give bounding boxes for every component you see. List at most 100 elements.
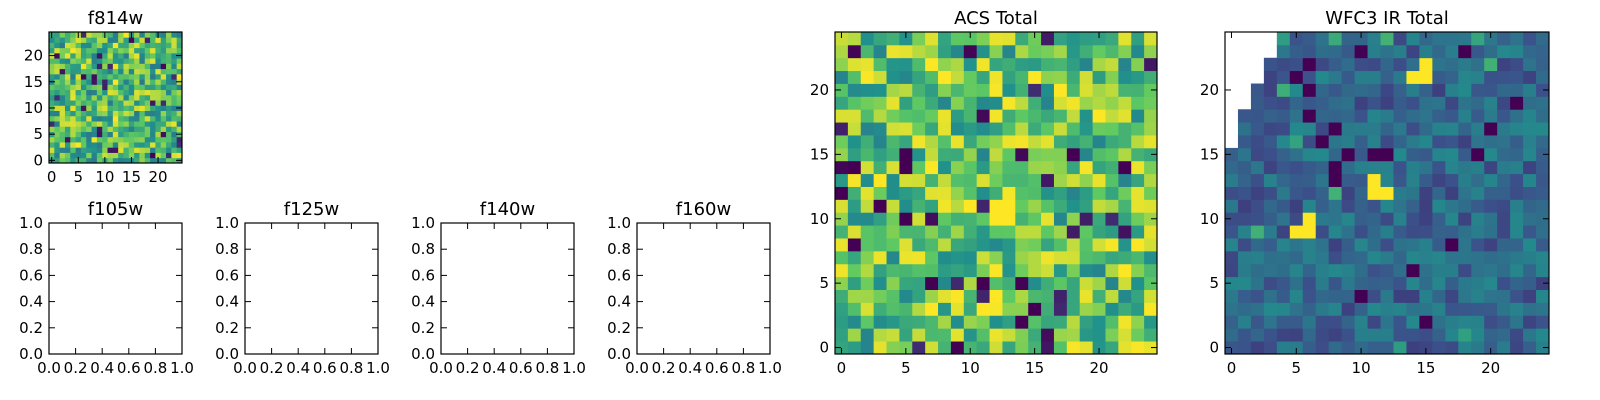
heatmap-cell [1066, 32, 1081, 46]
heatmap-cell [860, 328, 875, 342]
heatmap-cell [118, 126, 124, 132]
heatmap-cell [899, 250, 913, 265]
heatmap-cell [1328, 263, 1343, 278]
panel-f105w: 0.0 0.2 0.4 0.6 0.8 1.00.00.20.40.60.81.0f105… [19, 199, 194, 377]
heatmap-cell [1118, 289, 1132, 303]
heatmap-cell [1079, 315, 1093, 329]
heatmap-cell [1066, 341, 1081, 355]
heatmap-cell [150, 147, 156, 153]
heatmap-cell [1131, 70, 1145, 84]
heatmap-cell [1523, 83, 1537, 97]
heatmap-cell [96, 89, 103, 96]
heatmap-cell [64, 115, 71, 122]
heatmap-cell [1328, 147, 1343, 162]
heatmap-cell [1341, 96, 1355, 110]
heatmap-cell [1536, 238, 1550, 252]
heatmap-cell [54, 84, 61, 91]
heatmap-cell [873, 122, 887, 136]
y-tick-label: 0.8 [19, 240, 43, 258]
heatmap-cell [860, 83, 875, 97]
heatmap-cell [847, 44, 862, 59]
heatmap-cell [75, 89, 82, 96]
heatmap-cell [1432, 225, 1446, 239]
heatmap-cell [899, 328, 913, 342]
heatmap-cell [1092, 109, 1106, 123]
heatmap-cell [1041, 147, 1055, 162]
heatmap-cell [1289, 122, 1304, 136]
heatmap-cell [1510, 83, 1524, 97]
heatmap-cell [1144, 225, 1158, 239]
heatmap-cell [1432, 250, 1446, 265]
heatmap-cell [1419, 109, 1433, 123]
heatmap-cell [107, 68, 114, 75]
heatmap-cell [112, 58, 119, 64]
heatmap-cell [925, 96, 939, 110]
heatmap-cell [123, 100, 130, 106]
heatmap-cell [1302, 44, 1317, 59]
heatmap-cell [166, 42, 172, 49]
heatmap-cell [118, 121, 124, 127]
heatmap-cell [1079, 147, 1093, 162]
heatmap-cell [1406, 57, 1420, 72]
heatmap-cell [171, 32, 178, 38]
heatmap-cell [150, 89, 156, 96]
heatmap-cell [873, 57, 887, 72]
heatmap-cell [160, 68, 167, 75]
heatmap-cell [899, 289, 913, 303]
heatmap-cell [75, 100, 82, 106]
heatmap-cell [139, 115, 146, 122]
heatmap-cell [75, 115, 82, 122]
heatmap-cell [1144, 302, 1158, 316]
heatmap-cell [1484, 302, 1498, 316]
heatmap-cell [1131, 83, 1145, 97]
heatmap-cell [1144, 147, 1158, 162]
heatmap-cell [912, 341, 926, 355]
heatmap-cell [102, 58, 108, 64]
heatmap-cell [1445, 341, 1459, 355]
heatmap-cell [1276, 173, 1291, 187]
heatmap-cell [950, 263, 965, 278]
heatmap-cell [1497, 32, 1511, 46]
heatmap-cell [80, 68, 87, 75]
heatmap-cell [59, 79, 66, 85]
heatmap-cell [70, 100, 76, 106]
heatmap-cell [128, 68, 135, 75]
x-tick-label: 0.6 [117, 359, 141, 377]
heatmap-cell [49, 37, 55, 43]
heatmap-cell [1445, 122, 1459, 136]
heatmap-cell [139, 147, 146, 153]
heatmap-cell [860, 225, 875, 239]
heatmap-cell [886, 186, 900, 200]
heatmap-cell [1041, 199, 1055, 213]
heatmap-cell [1432, 238, 1446, 252]
heatmap-cell [1041, 328, 1055, 342]
heatmap-cell [938, 70, 952, 84]
heatmap-cell [128, 105, 135, 111]
heatmap-cell [1523, 276, 1537, 290]
heatmap-cell [1041, 263, 1055, 278]
heatmap-cell [1015, 96, 1029, 110]
heatmap-cell [139, 94, 146, 101]
heatmap-cell [912, 57, 926, 72]
heatmap-cell [1302, 328, 1317, 342]
heatmap-cell [1131, 328, 1145, 342]
heatmap-cell [75, 63, 82, 70]
heatmap-cell [91, 68, 98, 75]
heatmap-cell [144, 47, 151, 54]
heatmap-cell [1092, 302, 1106, 316]
heatmap-cell [1393, 315, 1407, 329]
heatmap-cell [1523, 32, 1537, 46]
heatmap-cell [1354, 57, 1368, 72]
heatmap-cell [1225, 328, 1239, 342]
heatmap-cell [176, 142, 183, 148]
heatmap-cell [54, 157, 61, 164]
heatmap-cell [1289, 173, 1304, 187]
heatmap-cell [1131, 341, 1145, 355]
heatmap-cell [1484, 173, 1498, 187]
heatmap-cell [925, 160, 939, 175]
heatmap-cell [1341, 186, 1355, 200]
heatmap-cell [1497, 96, 1511, 110]
heatmap-cell [1144, 135, 1158, 149]
heatmap-cell [107, 157, 114, 164]
heatmap-cell [75, 79, 82, 85]
